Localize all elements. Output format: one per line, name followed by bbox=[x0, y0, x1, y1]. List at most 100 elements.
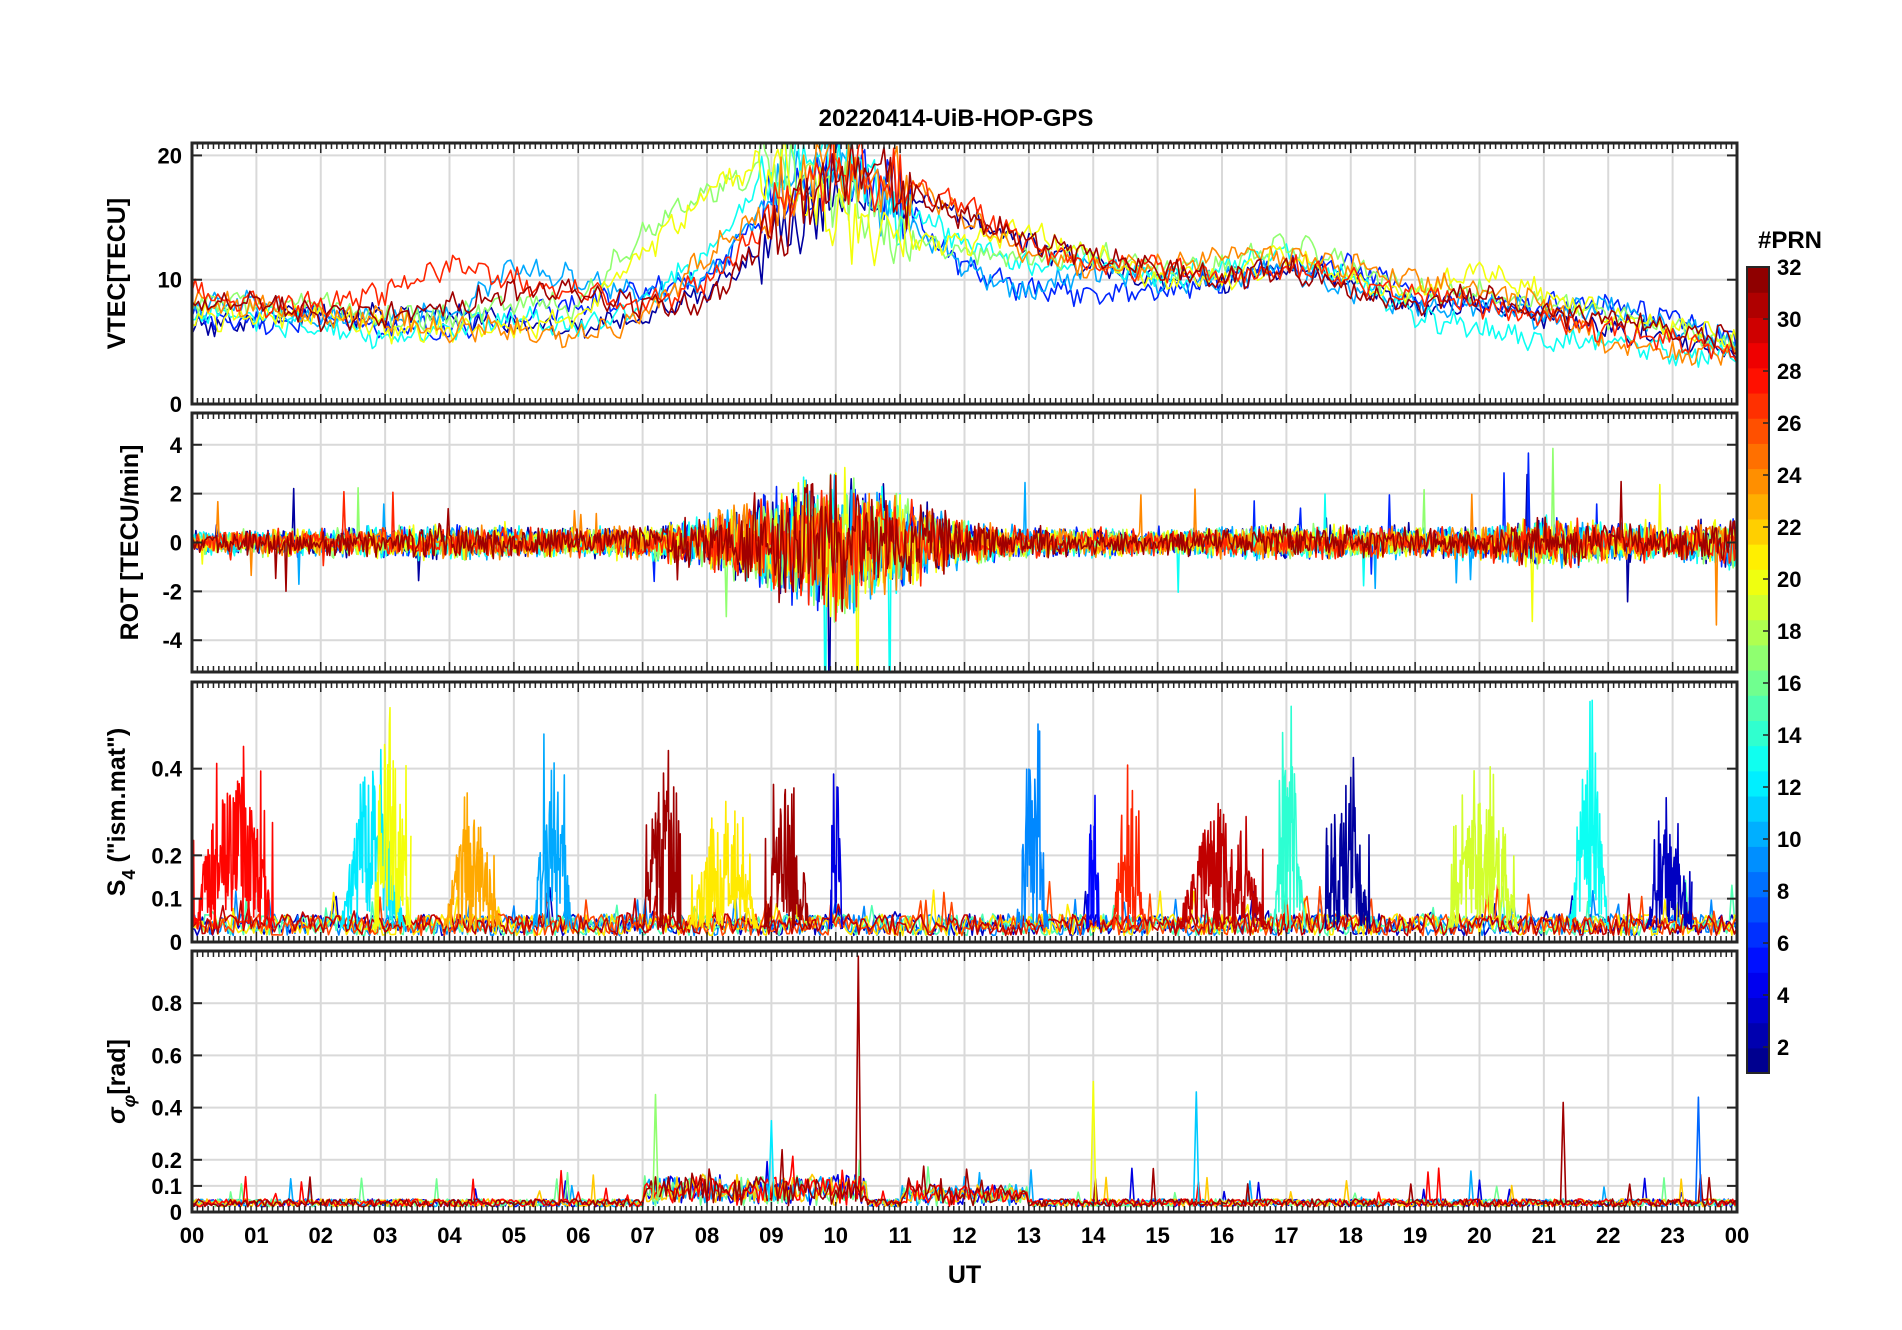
colorbar-tick-label: 2 bbox=[1777, 1035, 1789, 1060]
s4-burst-prn-31 bbox=[641, 749, 683, 930]
colorbar-swatch bbox=[1747, 292, 1769, 318]
s4-burst-prn-5 bbox=[1086, 794, 1101, 930]
figure-title: 20220414-UiB-HOP-GPS bbox=[819, 105, 1094, 132]
y-tick-label: 0 bbox=[170, 930, 182, 955]
colorbar-tick-label: 12 bbox=[1777, 775, 1801, 800]
colorbar-title: #PRN bbox=[1758, 227, 1822, 254]
colorbar-swatch bbox=[1747, 468, 1769, 495]
x-tick-label: 20 bbox=[1467, 1223, 1491, 1248]
colorbar-swatch bbox=[1747, 821, 1769, 847]
sigma-spike-prn-11 bbox=[1192, 1091, 1200, 1202]
colorbar-swatch bbox=[1747, 871, 1769, 898]
x-tick-label: 11 bbox=[888, 1223, 911, 1248]
colorbar-tick-label: 16 bbox=[1777, 671, 1801, 696]
y-tick-label: 2 bbox=[170, 482, 182, 507]
y-tick-label: -4 bbox=[162, 628, 182, 653]
colorbar-swatch bbox=[1747, 443, 1769, 470]
s4-burst-prn-3 bbox=[1646, 796, 1693, 930]
sigma-spike-prn-12 bbox=[768, 1119, 775, 1202]
s4-burst-prn-2 bbox=[1324, 756, 1371, 930]
x-tick-label: 22 bbox=[1596, 1223, 1620, 1248]
x-tick-label: 04 bbox=[437, 1223, 462, 1248]
y-tick-label: 0 bbox=[170, 531, 182, 556]
colorbar-swatch bbox=[1747, 367, 1769, 394]
colorbar-swatch bbox=[1747, 594, 1769, 621]
s4-burst-prn-13 bbox=[1568, 699, 1610, 930]
s4-burst-prn-28 bbox=[192, 745, 277, 930]
sigma-baseline-prn-28 bbox=[192, 1155, 1737, 1208]
x-tick-label: 01 bbox=[244, 1223, 268, 1248]
y-tick-label: 20 bbox=[158, 143, 182, 168]
s4-burst-prn-10 bbox=[532, 733, 573, 930]
rot-series-prn-31 bbox=[192, 474, 1737, 612]
colorbar-swatch bbox=[1747, 695, 1769, 721]
plot-area bbox=[192, 143, 1737, 368]
colorbar-swatch bbox=[1747, 947, 1769, 973]
panel-3: 0 0.1 0.2 0.4 S4 ("ism.mat") bbox=[103, 680, 1739, 955]
x-tick-label: 18 bbox=[1339, 1223, 1363, 1248]
x-tick-label: 23 bbox=[1660, 1223, 1684, 1248]
y-tick-label: 0 bbox=[170, 1200, 182, 1225]
colorbar-swatch bbox=[1747, 493, 1769, 520]
sigma-spike-prn-17 bbox=[652, 1093, 659, 1202]
sigma-spike-prn-31 bbox=[854, 955, 862, 1202]
x-tick-label: 14 bbox=[1081, 1223, 1106, 1248]
colorbar-swatch bbox=[1747, 392, 1769, 419]
y-tick-label: 0.8 bbox=[151, 991, 182, 1016]
x-tick-label: 00 bbox=[180, 1223, 204, 1248]
colorbar-swatch bbox=[1747, 745, 1769, 772]
plot-area bbox=[192, 699, 1737, 937]
colorbar-swatch bbox=[1747, 267, 1769, 293]
x-tick-label: 10 bbox=[824, 1223, 848, 1248]
x-tick-label: 19 bbox=[1403, 1223, 1427, 1248]
colorbar-tick-label: 32 bbox=[1777, 255, 1801, 280]
vtec-series-prn-2 bbox=[192, 154, 1737, 362]
s4-burst-prn-4 bbox=[828, 773, 843, 930]
x-tick-label: 13 bbox=[1017, 1223, 1041, 1248]
x-tick-label: 08 bbox=[695, 1223, 719, 1248]
plot-area bbox=[192, 447, 1737, 672]
colorbar-tick-label: 18 bbox=[1777, 619, 1801, 644]
colorbar-swatch bbox=[1747, 846, 1769, 873]
colorbar-swatch bbox=[1747, 921, 1769, 948]
colorbar-tick-label: 8 bbox=[1777, 879, 1789, 904]
s4-burst-prn-21 bbox=[686, 800, 760, 930]
colorbar-swatch bbox=[1747, 795, 1769, 822]
panel-4: 00.10.2 0.4 0.6 0.8 σφ[rad] bbox=[103, 949, 1739, 1225]
x-tick-label: 21 bbox=[1532, 1223, 1556, 1248]
colorbar-tick-label: 24 bbox=[1777, 463, 1802, 488]
colorbar-swatch bbox=[1747, 544, 1769, 570]
x-axis-label: UT bbox=[948, 1261, 981, 1289]
x-tick-label: 05 bbox=[502, 1223, 526, 1248]
vtec-axis-label: VTEC[TECU] bbox=[103, 198, 131, 349]
colorbar-swatch bbox=[1747, 770, 1769, 797]
colorbar-tick-label: 4 bbox=[1777, 983, 1790, 1008]
colorbar-swatch bbox=[1747, 997, 1769, 1024]
colorbar-swatch bbox=[1747, 342, 1769, 369]
colorbar-swatch bbox=[1747, 1022, 1769, 1049]
sigma-phi-axis-label: σφ[rad] bbox=[103, 1039, 139, 1124]
colorbar-tick-label: 30 bbox=[1777, 307, 1801, 332]
y-tick-label: 10 bbox=[158, 268, 182, 293]
colorbar-swatch bbox=[1747, 619, 1769, 646]
x-tick-label: 07 bbox=[630, 1223, 654, 1248]
x-tick-label: 17 bbox=[1274, 1223, 1298, 1248]
x-tick-label: 15 bbox=[1145, 1223, 1169, 1248]
y-tick-label: 0.2 bbox=[151, 843, 182, 868]
s4-axis-label: S4 ("ism.mat") bbox=[103, 728, 139, 897]
rot-axis-label: ROT [TECU/min] bbox=[116, 445, 144, 641]
colorbar-swatch bbox=[1747, 644, 1769, 671]
colorbar-tick-label: 20 bbox=[1777, 567, 1801, 592]
x-tick-label: 12 bbox=[952, 1223, 976, 1248]
y-tick-label: 0.2 bbox=[151, 1148, 182, 1173]
colorbar-swatch bbox=[1747, 1047, 1769, 1074]
colorbar-tick-label: 22 bbox=[1777, 515, 1801, 540]
colorbar-swatch bbox=[1747, 418, 1769, 444]
colorbar-tick-label: 14 bbox=[1777, 723, 1802, 748]
s4-burst-prn-9 bbox=[1015, 723, 1049, 930]
x-tick-label: 02 bbox=[309, 1223, 333, 1248]
colorbar-frame bbox=[1746, 266, 1770, 1074]
x-tick-label: 00 bbox=[1725, 1223, 1749, 1248]
y-tick-label: 0.4 bbox=[151, 757, 182, 782]
